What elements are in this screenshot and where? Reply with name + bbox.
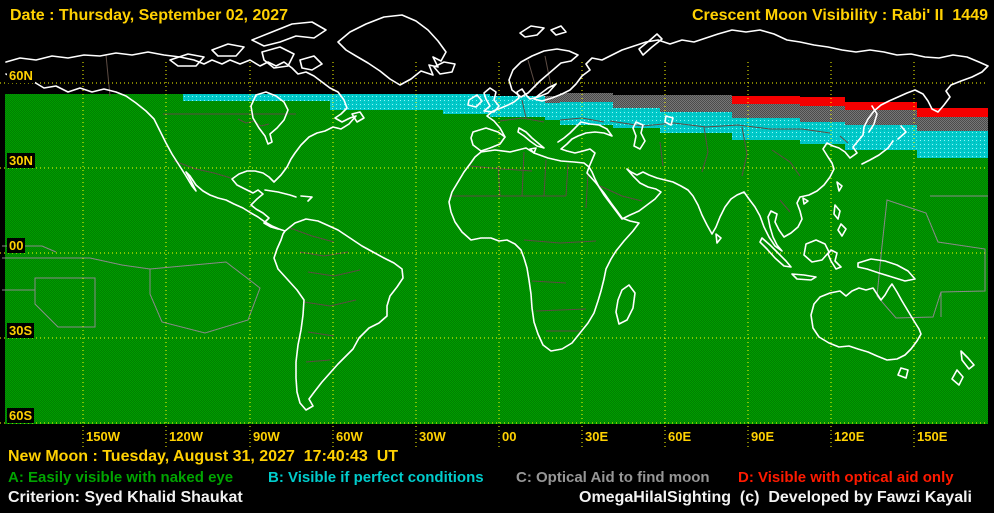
zone-red-band xyxy=(800,97,845,106)
criterion-text: Criterion: Syed Khalid Shaukat xyxy=(8,489,243,506)
lat-label-60N: 60N xyxy=(7,68,35,83)
lat-label-30N: 30N xyxy=(7,153,35,168)
legend-zone-d: D: Visible with optical aid only xyxy=(738,469,954,486)
greenland xyxy=(337,14,447,86)
zone-green-band xyxy=(330,110,443,424)
legend-zone-a: A: Easily visible with naked eye xyxy=(8,469,234,486)
zone-gray-band xyxy=(560,93,613,102)
tasmania xyxy=(897,367,909,379)
zone-green-band xyxy=(800,144,845,424)
legend-zone-c: C: Optical Aid to find moon xyxy=(516,469,710,486)
zone-cyan-band xyxy=(845,125,917,150)
africa xyxy=(448,147,640,352)
north-america-west-coast xyxy=(5,73,286,232)
lon-label-120E: 120E xyxy=(834,429,865,444)
zone-red-band xyxy=(917,108,988,117)
java xyxy=(791,273,817,281)
lon-label-30E: 30E xyxy=(585,429,609,444)
lat-label-30S: 30S xyxy=(7,323,35,338)
zone-cyan-band xyxy=(545,103,560,120)
new-guinea xyxy=(857,258,916,282)
iceland xyxy=(433,61,456,75)
zone-gray-band xyxy=(917,117,988,131)
iberia xyxy=(470,127,506,152)
canadian-arctic-islands xyxy=(169,21,327,71)
australia xyxy=(810,283,922,361)
date-title: Date : Thursday, September 02, 2027 xyxy=(10,7,289,24)
lon-label-00: 00 xyxy=(502,429,517,444)
svalbard xyxy=(519,25,567,38)
lat-label-00: 00 xyxy=(7,238,26,253)
coastlines xyxy=(5,14,989,411)
hudson-bay xyxy=(250,91,289,145)
visibility-zones-layer xyxy=(5,93,988,424)
south-america xyxy=(273,218,404,411)
zone-gray-band xyxy=(732,104,800,118)
lon-label-60E: 60E xyxy=(668,429,692,444)
zone-gray-band xyxy=(613,95,660,108)
zone-cyan-band xyxy=(560,102,613,125)
zone-gray-band xyxy=(845,110,917,125)
sakhalin xyxy=(868,105,878,133)
sulawesi xyxy=(827,249,842,270)
zone-green-band xyxy=(490,117,545,424)
aral-sea xyxy=(664,115,674,126)
zone-red-band xyxy=(732,96,800,104)
sri-lanka xyxy=(715,233,722,244)
north-america-arctic-east-coast xyxy=(5,51,357,230)
cuba-hispaniola xyxy=(264,189,313,202)
lon-label-30W: 30W xyxy=(419,429,446,444)
zone-cyan-band xyxy=(330,94,443,110)
lon-label-120W: 120W xyxy=(169,429,203,444)
lon-label-150W: 150W xyxy=(86,429,120,444)
zone-cyan-band xyxy=(443,94,490,114)
graticule-gridlines xyxy=(0,62,988,447)
new-zealand xyxy=(951,350,975,386)
zone-green-band xyxy=(443,114,490,424)
taiwan-hainan xyxy=(802,181,843,205)
credit-text: OmegaHilalSighting (c) Developed by Fawz… xyxy=(579,489,972,506)
visibility-title: Crescent Moon Visibility : Rabi' II 1449 xyxy=(691,7,988,24)
zone-green-band xyxy=(732,140,800,424)
zone-gray-band xyxy=(545,96,560,103)
lon-label-150E: 150E xyxy=(917,429,948,444)
caspian-sea xyxy=(632,121,646,150)
lon-label-60W: 60W xyxy=(336,429,363,444)
japan xyxy=(861,125,907,165)
zone-cyan-band xyxy=(917,131,988,158)
sumatra xyxy=(759,237,792,268)
zone-gray-band xyxy=(660,95,732,112)
zone-cyan-band xyxy=(490,96,545,117)
zone-green-band xyxy=(613,128,660,424)
lon-label-90W: 90W xyxy=(253,429,280,444)
zone-gray-band xyxy=(800,106,845,122)
ocean-boundary-lines xyxy=(2,195,988,334)
lon-label-90E: 90E xyxy=(751,429,775,444)
scandinavia xyxy=(508,48,579,98)
new-moon-text: New Moon : Tuesday, August 31, 2027 17:4… xyxy=(8,448,399,465)
zone-green-band xyxy=(545,120,560,424)
madagascar xyxy=(615,284,636,325)
zone-green-band xyxy=(845,150,917,424)
zone-cyan-band xyxy=(660,112,732,133)
zone-green-band xyxy=(183,101,330,424)
eurasia-mainland xyxy=(486,29,989,252)
legend-zone-b: B: Visible if perfect conditions xyxy=(268,469,484,486)
zone-cyan-band xyxy=(800,122,845,144)
newfoundland xyxy=(351,111,365,123)
italy xyxy=(517,127,545,154)
zone-cyan-band xyxy=(183,94,330,101)
zone-green-band xyxy=(660,133,732,424)
philippines xyxy=(833,204,847,237)
lat-label-60S: 60S xyxy=(7,408,35,423)
country-borders xyxy=(105,54,849,363)
borneo xyxy=(803,239,830,263)
